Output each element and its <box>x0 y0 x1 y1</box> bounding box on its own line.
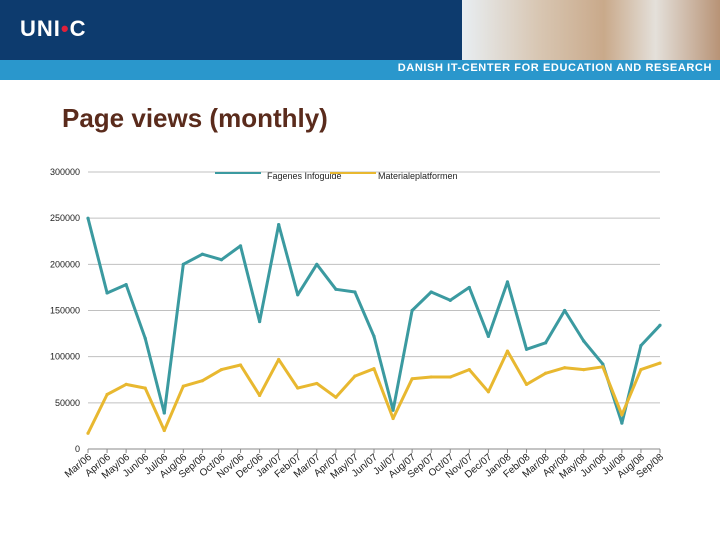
data-point <box>334 287 338 291</box>
data-point <box>429 375 433 379</box>
data-point <box>658 361 662 365</box>
data-point <box>86 431 90 435</box>
data-point <box>410 377 414 381</box>
data-point <box>334 395 338 399</box>
data-point <box>391 416 395 421</box>
data-point <box>563 366 567 370</box>
data-point <box>238 244 243 248</box>
data-point <box>582 339 586 343</box>
data-point <box>658 323 662 327</box>
x-tick-labels: Mar/06Apr/06May/06Jun/06Jul/06Aug/06Sep/… <box>63 452 666 482</box>
data-point <box>143 336 147 340</box>
data-point <box>162 411 166 415</box>
data-point <box>315 381 319 386</box>
data-point <box>277 223 281 227</box>
data-point <box>124 382 128 386</box>
data-point <box>601 365 605 369</box>
data-point <box>410 308 414 313</box>
data-point <box>258 393 262 398</box>
data-point <box>200 252 204 256</box>
data-point <box>219 258 224 262</box>
data-point <box>296 386 300 390</box>
logo-dot: • <box>60 16 70 41</box>
data-point <box>105 291 109 295</box>
legend-label: Materialeplatformen <box>378 171 458 181</box>
data-point <box>258 319 262 324</box>
y-tick-label: 150000 <box>50 306 80 316</box>
data-point <box>505 349 510 353</box>
data-point <box>200 379 204 383</box>
legend-label: Fagenes Infoguide <box>267 171 342 181</box>
data-point <box>505 280 510 284</box>
data-point <box>544 341 548 345</box>
data-point <box>238 363 243 367</box>
y-tick-label: 200000 <box>50 259 80 269</box>
header-photo <box>462 0 720 60</box>
data-point <box>353 290 357 294</box>
data-point <box>372 334 376 338</box>
header-bar: UNI•C <box>0 0 720 60</box>
data-point <box>86 216 90 220</box>
data-point <box>639 343 643 348</box>
data-point <box>601 362 605 366</box>
unic-logo[interactable]: UNI•C <box>20 16 87 41</box>
data-point <box>486 334 490 338</box>
data-point <box>372 367 376 371</box>
y-tick-label: 300000 <box>50 167 80 177</box>
page-title: Page views (monthly) <box>62 103 328 133</box>
legend: Fagenes Infoguide Materialeplatformen <box>215 171 458 181</box>
data-point <box>467 367 471 372</box>
series-line-fagenes-infoguide <box>86 217 662 425</box>
data-point <box>448 298 452 302</box>
data-point <box>639 367 643 372</box>
data-point <box>143 386 147 390</box>
data-point <box>181 384 185 388</box>
y-tick-label: 250000 <box>50 213 80 223</box>
data-point <box>524 347 529 351</box>
data-point <box>296 293 300 297</box>
data-point <box>448 375 452 379</box>
data-point <box>353 374 357 378</box>
data-point <box>315 262 319 266</box>
series-layer <box>86 216 662 435</box>
data-point <box>277 357 281 362</box>
header-band <box>0 60 720 80</box>
data-point <box>105 392 109 397</box>
data-point <box>544 371 548 375</box>
data-point <box>486 390 490 394</box>
data-point <box>219 367 224 372</box>
data-point <box>620 421 624 425</box>
data-point <box>124 283 128 287</box>
y-tick-label: 0 <box>75 444 80 454</box>
data-point <box>467 285 471 290</box>
y-tick-label: 100000 <box>50 352 80 362</box>
data-point <box>582 367 586 372</box>
axis-layer: 0 50000 100000 150000 200000 250000 300000 <box>50 167 661 454</box>
data-point <box>620 413 624 417</box>
data-point <box>524 382 529 386</box>
data-point <box>563 308 567 313</box>
data-point <box>429 290 433 294</box>
series-line-materialeplatformen <box>86 349 661 434</box>
data-point <box>391 408 395 412</box>
data-point <box>162 428 166 433</box>
y-tick-label: 50000 <box>55 398 80 408</box>
data-point <box>181 262 185 266</box>
header-tagline: DANISH IT-CENTER FOR EDUCATION AND RESEA… <box>397 62 712 74</box>
